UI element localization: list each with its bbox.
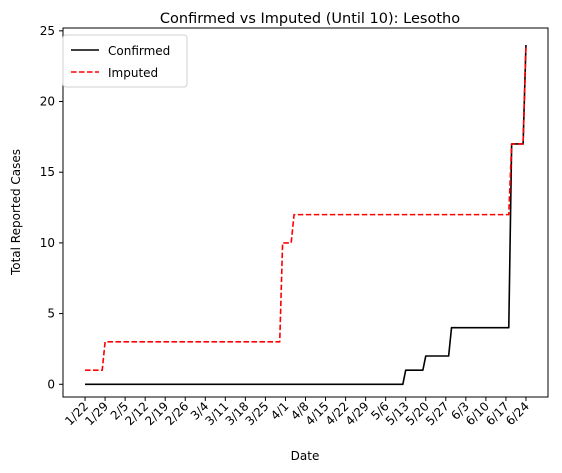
y-tick-label: 0 (47, 377, 55, 391)
legend-label-confirmed: Confirmed (108, 44, 170, 58)
legend-label-imputed: Imputed (108, 66, 158, 80)
chart-title: Confirmed vs Imputed (Until 10): Lesotho (160, 11, 460, 27)
series-line-imputed (85, 44, 527, 371)
y-tick-label: 20 (40, 95, 55, 109)
plot-area (85, 44, 527, 386)
y-tick-label: 15 (40, 165, 55, 179)
y-tick-label: 25 (40, 24, 55, 38)
x-axis-label: Date (291, 449, 320, 463)
y-tick-label: 5 (47, 307, 55, 321)
y-axis: 0 5 10 15 20 25 (40, 24, 63, 391)
y-axis-label: Total Reported Cases (9, 149, 23, 276)
series-line-confirmed (85, 44, 527, 386)
y-tick-label: 10 (40, 236, 55, 250)
legend: Confirmed Imputed (62, 34, 188, 88)
legend-box (62, 34, 188, 88)
